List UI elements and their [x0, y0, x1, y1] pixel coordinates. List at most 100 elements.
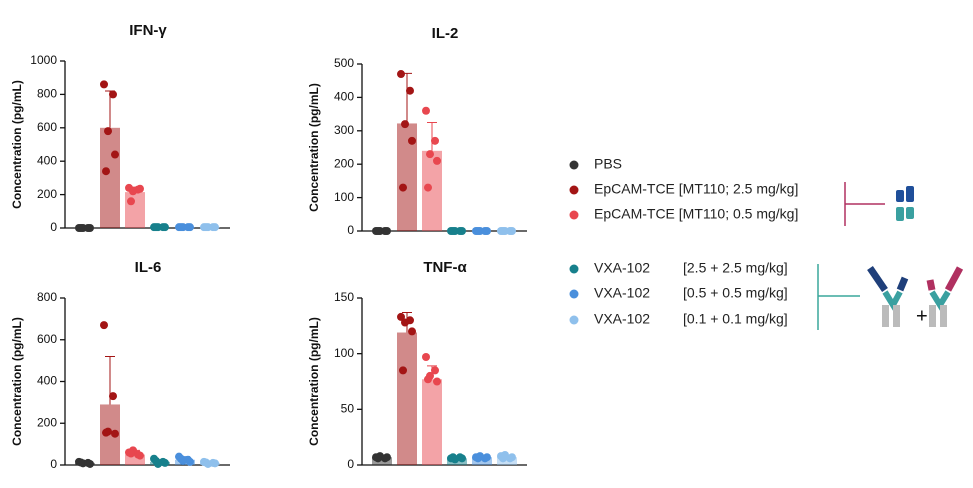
data-point — [111, 429, 119, 438]
legend-dose: [2.5 + 2.5 mg/kg] — [683, 260, 788, 276]
data-point — [499, 454, 507, 463]
bar — [397, 123, 417, 231]
y-tick-label: 600 — [37, 332, 57, 346]
data-point — [431, 366, 439, 375]
data-point — [109, 392, 117, 401]
bar — [125, 192, 145, 228]
legend-dot — [569, 185, 579, 195]
y-tick-label: 400 — [37, 153, 57, 167]
error-bar — [402, 72, 412, 124]
y-tick-label: 150 — [334, 290, 354, 304]
data-point — [86, 459, 94, 468]
data-point — [424, 375, 432, 384]
bar — [397, 332, 417, 465]
data-point — [399, 366, 407, 375]
data-point — [127, 449, 135, 458]
data-point — [499, 227, 507, 235]
legend-label: VXA-102 — [594, 260, 650, 276]
data-point — [211, 223, 219, 232]
data-point — [100, 321, 108, 330]
y-tick-label: 200 — [334, 156, 354, 170]
data-point — [152, 223, 160, 232]
data-point — [399, 183, 407, 192]
legend-label: EpCAM-TCE [MT110; 2.5 mg/kg] — [594, 181, 798, 197]
data-point — [397, 70, 405, 79]
error-bar — [427, 121, 437, 151]
data-point — [508, 227, 516, 235]
chart-title: IFN-γ — [129, 22, 167, 39]
data-point — [374, 227, 382, 235]
bar — [497, 457, 517, 465]
data-point — [397, 312, 405, 321]
y-axis-label: Concentration (pg/mL) — [10, 317, 24, 446]
data-point — [211, 459, 219, 468]
data-point — [449, 453, 457, 462]
data-point — [161, 223, 169, 232]
data-point — [104, 127, 112, 136]
y-tick-label: 800 — [37, 290, 57, 304]
y-tick-label: 400 — [334, 90, 354, 104]
data-point — [102, 428, 110, 437]
y-axis-label: Concentration (pg/mL) — [10, 80, 24, 209]
legend-dose: [0.1 + 0.1 mg/kg] — [683, 311, 788, 327]
legend-label: EpCAM-TCE [MT110; 0.5 mg/kg] — [594, 206, 798, 222]
y-tick-label: 1000 — [30, 53, 57, 67]
data-point — [186, 457, 194, 466]
y-tick-label: 50 — [341, 402, 355, 416]
data-point — [374, 454, 382, 463]
data-point — [408, 327, 416, 336]
y-tick-label: 600 — [37, 120, 57, 134]
chart-title: IL-6 — [135, 259, 162, 276]
data-point — [483, 453, 491, 462]
data-point — [161, 458, 169, 467]
data-point — [202, 223, 210, 232]
y-tick-label: 800 — [37, 87, 57, 101]
data-point — [406, 86, 414, 95]
bar — [100, 127, 120, 228]
chart-title: IL-2 — [432, 25, 459, 42]
bar — [372, 457, 392, 465]
data-point — [100, 80, 108, 89]
legend-label: VXA-102 — [594, 311, 650, 327]
legend-dot — [569, 210, 579, 220]
data-point — [136, 184, 144, 193]
data-point — [109, 90, 117, 99]
y-tick-label: 100 — [334, 346, 354, 360]
data-point — [424, 183, 432, 192]
y-tick-label: 300 — [334, 123, 354, 137]
y-tick-label: 500 — [334, 56, 354, 70]
legend-dot — [569, 264, 579, 274]
legend-dot — [569, 315, 579, 325]
y-tick-label: 400 — [37, 374, 57, 388]
data-point — [433, 156, 441, 165]
data-point — [422, 106, 430, 115]
data-point — [202, 458, 210, 467]
data-point — [508, 453, 516, 462]
data-point — [383, 453, 391, 462]
bar — [472, 457, 492, 465]
bar — [125, 454, 145, 465]
data-point — [433, 377, 441, 386]
data-point — [401, 318, 409, 327]
legend-label: PBS — [594, 156, 622, 172]
data-point — [474, 454, 482, 463]
y-tick-label: 0 — [347, 223, 354, 237]
data-point — [77, 224, 85, 232]
bar — [422, 379, 442, 465]
y-tick-label: 0 — [50, 457, 57, 471]
y-tick-label: 200 — [37, 415, 57, 429]
data-point — [136, 451, 144, 460]
plus-sign: + — [916, 305, 928, 327]
data-point — [426, 150, 434, 159]
data-point — [152, 456, 160, 465]
chart-panel: IL-2 Concentration (pg/mL) 0 100 200 300 400 50… — [307, 25, 527, 237]
data-point — [129, 187, 137, 196]
y-axis-label: Concentration (pg/mL) — [307, 317, 321, 446]
data-point — [483, 227, 491, 235]
data-point — [408, 136, 416, 145]
chart-panel: IFN-γ Concentration (pg/mL) 0 200 400 600 800 1… — [10, 22, 230, 234]
y-tick-label: 0 — [50, 220, 57, 234]
data-point — [186, 223, 194, 232]
data-point — [458, 227, 466, 235]
